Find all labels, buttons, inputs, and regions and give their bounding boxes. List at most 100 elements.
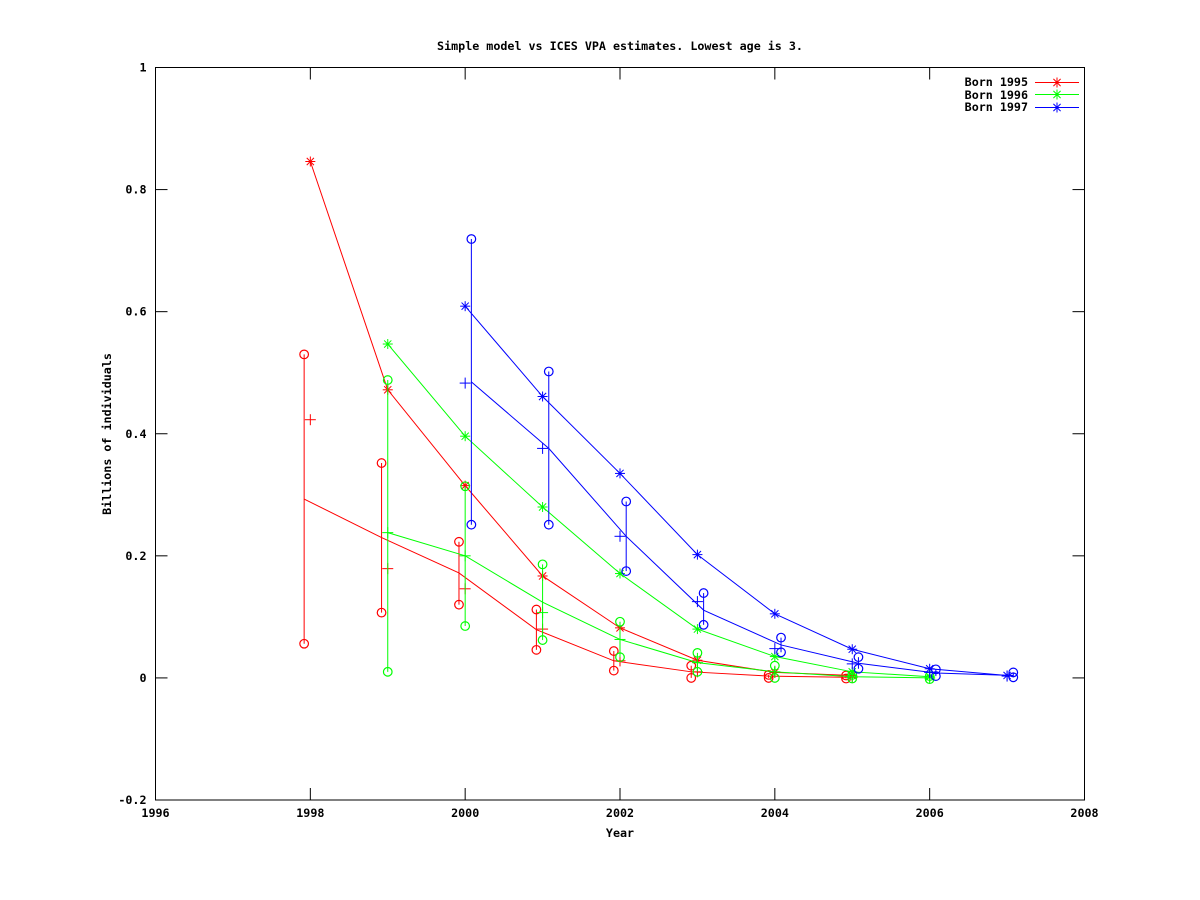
plus-marker (769, 666, 781, 678)
star-stroke (538, 392, 547, 401)
errorbar-circle (376, 607, 387, 618)
series-born-1997 (459, 234, 1019, 683)
star-stroke (461, 481, 470, 490)
errorbar-circle (615, 652, 625, 663)
errorbar-circle (763, 673, 774, 683)
x-tick-label: 1996 (141, 806, 169, 820)
star-marker (537, 502, 548, 512)
errorbar-circle (382, 666, 393, 677)
errorbar-circle (615, 616, 625, 627)
star-stroke (848, 645, 857, 654)
model-line (387, 343, 930, 678)
y-tick-label: 0.4 (125, 427, 146, 441)
legend-label: Born 1995 (964, 75, 1028, 89)
x-tick-label: 2004 (761, 806, 789, 820)
y-tick-label: 0.6 (125, 305, 146, 319)
y-tick-label: 1 (139, 61, 146, 75)
errorbar-circle (299, 638, 310, 649)
x-tick-label: 2006 (916, 806, 944, 820)
star-marker (692, 549, 703, 560)
errorbar-circle (543, 519, 554, 530)
y-tick-label: 0.8 (125, 183, 146, 197)
x-tick-label: 2000 (451, 806, 479, 820)
y-axis-label: Billions of individuals (100, 353, 114, 515)
errorbar-circle (853, 663, 864, 674)
plus-marker (459, 377, 471, 389)
errorbar-circle (460, 621, 471, 631)
x-tick-label: 1998 (296, 806, 324, 820)
errorbar-circle (608, 665, 619, 676)
star-marker (460, 301, 471, 312)
errorbar-circle (698, 619, 709, 630)
errorbar-circle (531, 604, 542, 615)
x-tick-label: 2002 (606, 806, 634, 820)
legend-label: Born 1997 (964, 100, 1028, 114)
x-axis: 1996 1998 2000 2002 2004 2006 2008 (141, 67, 1099, 820)
errorbar-circle (930, 671, 941, 681)
errorbar-circle (376, 458, 387, 468)
series-born-1995 (299, 156, 858, 684)
legend-sample-line-icon (1035, 102, 1079, 113)
errorbar-circle (537, 559, 548, 570)
vpa-mid-line (303, 498, 847, 678)
errorbar-circle (382, 375, 393, 385)
star-marker (305, 156, 316, 167)
series-born-1996 (382, 339, 936, 685)
errorbar-circle (698, 588, 709, 598)
legend-sample-line-icon (1035, 77, 1079, 88)
star-marker (924, 663, 935, 674)
vpa-mid-line (387, 532, 930, 679)
plus-marker (769, 643, 781, 655)
errorbar-circle (466, 519, 477, 530)
star-stroke (383, 340, 392, 348)
errorbar-circle (299, 349, 310, 360)
star-marker (847, 644, 858, 655)
plus-marker (382, 527, 394, 539)
plus-marker (459, 550, 471, 562)
plus-marker (846, 658, 858, 670)
star-stroke (1003, 671, 1012, 680)
errorbar-circle (460, 481, 471, 492)
plus-marker (304, 414, 316, 426)
errorbar-circle (776, 647, 786, 658)
y-axis: -0.2 0 0.2 0.4 0.6 0.8 1 (118, 61, 1085, 807)
star-stroke (306, 157, 315, 166)
model-line (464, 305, 1008, 676)
y-tick-label: 0 (139, 671, 146, 685)
x-tick-label: 2008 (1070, 806, 1098, 820)
legend-entry-born-1995: Born 1995 (905, 76, 1080, 89)
plus-marker (691, 596, 703, 608)
errorbar-circle (1008, 667, 1019, 678)
star-marker (1002, 670, 1013, 681)
star-marker (615, 568, 625, 579)
plus-marker (537, 442, 549, 454)
star-stroke (461, 432, 470, 441)
legend-label: Born 1996 (964, 87, 1028, 102)
vpa-errorbar (466, 234, 477, 530)
errorbar-circle (543, 366, 554, 377)
y-tick-label: 0.2 (125, 549, 146, 563)
errorbar-circle (454, 599, 464, 610)
errorbar-circle (608, 646, 619, 656)
errorbar-circle (686, 673, 697, 683)
errorbar-circle (853, 652, 864, 663)
star-stroke (925, 664, 934, 673)
vpa-errorbar (382, 375, 393, 677)
errorbar-circle (621, 566, 632, 576)
y-tick-label: -0.2 (118, 793, 146, 807)
star-stroke (616, 469, 624, 478)
star-marker (692, 624, 703, 635)
vpa-mid-line (471, 381, 1014, 676)
vpa-errorbar (698, 588, 709, 630)
star-stroke (770, 609, 779, 618)
star-marker (460, 431, 471, 442)
plus-marker (614, 530, 626, 542)
errorbar-circle (466, 234, 477, 244)
errorbar-circle (776, 632, 786, 643)
star-marker (537, 391, 548, 402)
errorbar-circle (621, 496, 632, 507)
star-marker (615, 468, 625, 479)
star-stroke (461, 302, 470, 311)
